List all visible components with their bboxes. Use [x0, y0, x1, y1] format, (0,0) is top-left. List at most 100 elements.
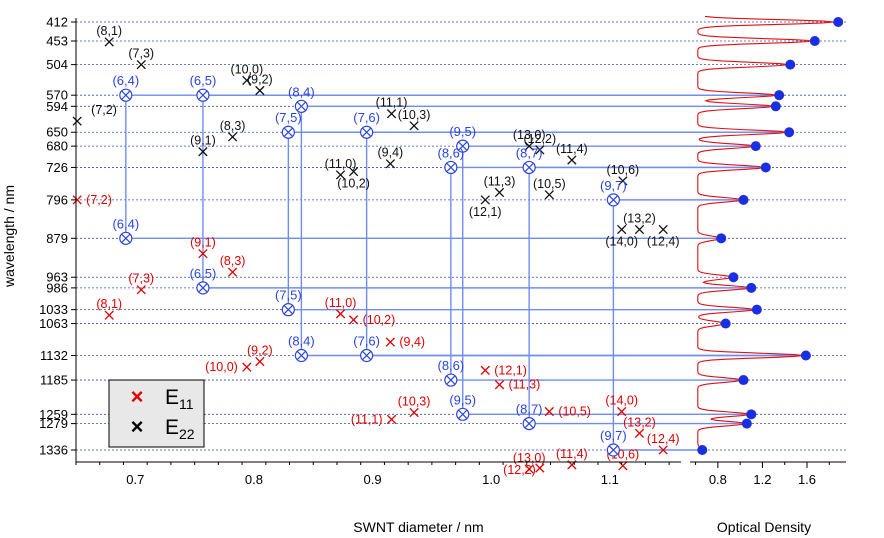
assigned-label: (8,6) [437, 145, 464, 160]
e22-label: (14,0) [605, 235, 638, 249]
od-peak-dot [784, 127, 795, 138]
od-axis-title: Optical Density [717, 519, 811, 535]
y-tick-label: 650 [46, 125, 68, 140]
assigned-label: (7,5) [275, 288, 302, 303]
assigned-label: (7,5) [275, 110, 302, 125]
legend-label-sub: 11 [179, 396, 194, 412]
od-peak-dot [738, 375, 749, 386]
e11-label: (7,3) [128, 272, 154, 286]
e22-point [544, 190, 554, 200]
e22-point [136, 59, 146, 70]
transition-points: (8,1)(7,3)(10,0)(9,2)(7,2)(9,1)(8,3)(11,… [72, 24, 680, 477]
cross-stroke [72, 116, 82, 126]
e22-point [255, 85, 265, 96]
y-tick-label: 1132 [40, 348, 68, 363]
y-tick-label: 412 [46, 15, 68, 30]
assigned-cross [524, 162, 534, 173]
cross-stroke [634, 428, 645, 438]
e22-label: (11,3) [484, 174, 516, 188]
e11-point [104, 310, 114, 320]
assigned-e11-point [444, 373, 458, 387]
cross-stroke [480, 195, 490, 205]
cross-stroke [385, 337, 396, 347]
legend-label-sub: 22 [179, 426, 195, 442]
e22-point [535, 145, 545, 155]
e11-label: (13,0) [513, 451, 546, 465]
assigned-cross [296, 350, 307, 361]
e11-point [136, 285, 146, 295]
assigned-label: (6,4) [112, 216, 139, 231]
e22-point [72, 116, 82, 126]
cross-stroke [617, 406, 627, 417]
cross-stroke [544, 406, 554, 417]
e22-label: (12,4) [647, 235, 680, 249]
cross-stroke [136, 59, 146, 70]
e22-label: (12,2) [524, 132, 557, 146]
y-tick-label: 1063 [39, 316, 68, 331]
od-peak-dot [785, 59, 796, 70]
assigned-cross [283, 305, 293, 315]
od-peak-dot [746, 282, 757, 293]
od-peak-dot [741, 418, 752, 429]
assigned-e22-point [196, 88, 210, 102]
assigned-label: (8,7) [516, 145, 543, 160]
cross-stroke [567, 155, 577, 165]
e11-label: (7,2) [86, 193, 112, 207]
optical-density-panel [697, 15, 844, 455]
y-tick-label: 504 [46, 57, 68, 72]
e22-label: (10,2) [337, 177, 370, 191]
y-tick-label: 1185 [40, 373, 68, 388]
cross-stroke [104, 37, 114, 47]
assigned-cross [458, 141, 468, 151]
e11-point [72, 195, 82, 205]
e11-point [524, 464, 534, 474]
x-tick-label: 1.0 [482, 472, 500, 487]
cross-stroke [535, 145, 545, 155]
assigned-e22-point [119, 88, 133, 102]
cross-stroke [658, 224, 668, 235]
e22-point [658, 224, 668, 235]
e11-point [658, 445, 668, 455]
e11-label: (11,4) [556, 447, 588, 461]
cross-stroke [227, 132, 238, 142]
assigned-cross [198, 90, 208, 100]
od-peak-dot [760, 162, 771, 173]
cross-stroke [544, 190, 554, 200]
assigned-cross [121, 90, 131, 100]
e22-point [618, 176, 628, 186]
e11-point [618, 461, 628, 471]
assigned-label: (8,4) [288, 84, 315, 99]
legend-label-base: E [165, 416, 179, 439]
e22-point [385, 159, 396, 169]
cross-stroke [524, 141, 534, 151]
cross-stroke [409, 121, 419, 131]
e22-label: (11,4) [556, 142, 588, 156]
e22-label: (9,4) [378, 146, 404, 160]
assigned-label: (9,7) [600, 178, 627, 193]
e11-point [227, 267, 238, 277]
e22-label: (8,1) [96, 24, 122, 38]
assigned-label: (9,5) [449, 392, 476, 407]
e22-label: (10,3) [398, 108, 431, 122]
od-tick-label: 0.8 [709, 472, 727, 487]
od-peak-dot [746, 409, 757, 420]
od-peak-dot [833, 17, 844, 27]
y-tick-label: 1336 [39, 443, 68, 458]
e22-point [104, 37, 114, 47]
y-tick-label: 1279 [39, 416, 68, 431]
assigned-label: (7,6) [353, 334, 380, 349]
legend: × E11× E22 [108, 379, 205, 448]
e11-label: (8,3) [220, 254, 246, 268]
cross-stroke [227, 267, 238, 277]
assigned-cross [458, 409, 468, 419]
cross-stroke [494, 380, 505, 390]
assigned-cross [608, 195, 619, 205]
e11-point [385, 337, 396, 347]
e11-label: (14,0) [605, 394, 638, 408]
od-tick-label: 1.2 [753, 472, 771, 487]
legend-label: E11 [165, 386, 194, 412]
y-tick-label: 986 [46, 280, 68, 295]
assigned-cross [524, 418, 534, 429]
assignment-connectors [125, 94, 806, 451]
assigned-label: (8,7) [516, 402, 543, 417]
